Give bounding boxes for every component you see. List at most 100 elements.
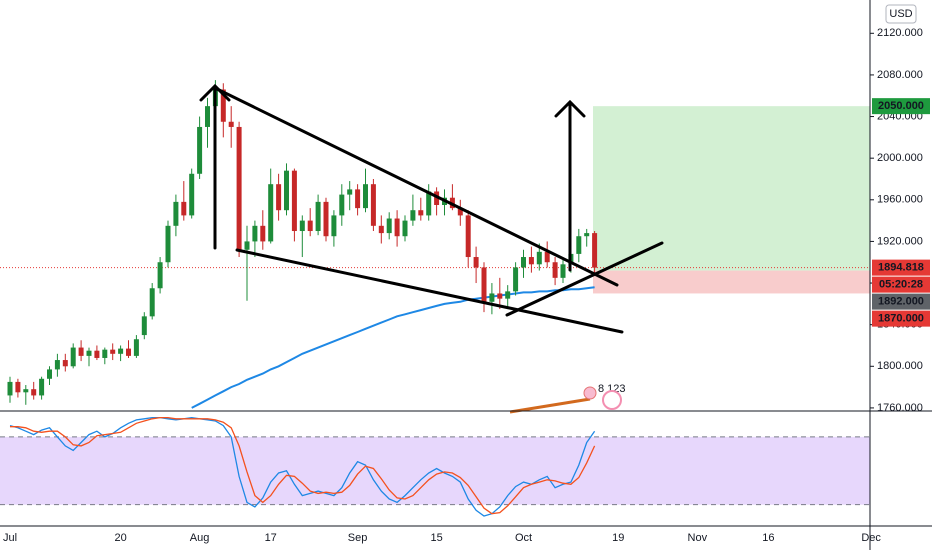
price-badge — [872, 310, 930, 327]
y-tick-label: 1960.000 — [877, 194, 923, 206]
candle-body — [133, 339, 139, 356]
y-tick-label: 1760.000 — [877, 402, 923, 414]
trend-line — [505, 241, 664, 317]
x-tick-label: 17 — [265, 532, 277, 544]
x-tick-label: 19 — [612, 532, 624, 544]
candle-body — [331, 215, 337, 237]
price-badge-label: 1894.818 — [878, 262, 924, 274]
y-tick-label: 2080.000 — [877, 69, 923, 81]
candle-body — [252, 225, 258, 242]
candle-body — [236, 126, 242, 250]
candle-body — [102, 349, 108, 358]
candle-body — [284, 170, 289, 211]
countdown-badge — [872, 276, 930, 293]
candle-body — [31, 389, 37, 396]
candle-body — [78, 347, 84, 356]
x-tick-label: Jul — [3, 532, 17, 544]
candle-body — [94, 350, 100, 358]
candle-body — [505, 291, 511, 299]
price-badge — [872, 98, 930, 115]
candle-body — [157, 262, 163, 289]
candle-body — [307, 220, 313, 232]
candle-body — [394, 218, 400, 237]
candle-body — [465, 215, 471, 258]
y-tick-label: 1920.000 — [877, 235, 923, 247]
volume-line — [509, 397, 591, 414]
trend-line — [235, 248, 624, 334]
candle-body — [592, 233, 598, 268]
candle-body — [23, 389, 29, 393]
x-tick-label: 20 — [114, 532, 126, 544]
event-label: 8 123 — [598, 383, 626, 395]
price-badge-label: 1892.000 — [878, 296, 924, 308]
candle-body — [386, 218, 392, 234]
candle-body — [149, 288, 155, 317]
y-tick-label: 2120.000 — [877, 27, 923, 39]
candle-body — [315, 201, 321, 232]
candle-body — [47, 369, 52, 379]
candle-body — [118, 348, 124, 354]
currency-box — [885, 4, 917, 24]
candle-body — [536, 251, 542, 265]
candle-body — [418, 210, 424, 216]
candle-body — [244, 241, 250, 250]
countdown: 05:20:28 — [879, 279, 923, 291]
candle-body — [426, 191, 432, 216]
candle-body — [197, 126, 203, 174]
y-tick-label: 1800.000 — [877, 360, 923, 372]
arrow-head — [199, 83, 231, 102]
candle-body — [339, 194, 345, 216]
candle-body — [363, 184, 368, 209]
candle-body — [260, 225, 266, 242]
candle-body — [576, 236, 582, 254]
candle-body — [39, 378, 45, 396]
candle-body — [15, 381, 21, 393]
event-icon — [602, 390, 622, 410]
candle-body — [189, 173, 195, 216]
candle-body — [165, 225, 171, 263]
candle-body — [378, 225, 384, 234]
candle-body — [528, 257, 534, 265]
candle-body — [513, 267, 519, 292]
panes — [0, 106, 870, 506]
candle-body — [86, 350, 92, 356]
candle-body — [205, 106, 210, 127]
arrow-head — [554, 99, 586, 118]
candle-body — [54, 360, 60, 370]
x-tick-label: Oct — [515, 532, 532, 544]
candle-body — [544, 251, 550, 263]
price-badge-label: 2050.000 — [878, 100, 924, 112]
candle-body — [220, 89, 226, 122]
event-icon — [583, 386, 597, 400]
candle-body — [355, 189, 361, 209]
candle-body — [370, 184, 376, 226]
candle-body — [291, 170, 297, 232]
candle-body — [7, 381, 13, 396]
candle-body — [228, 121, 234, 127]
candle-body — [181, 201, 187, 216]
candle-body — [299, 220, 305, 232]
candle-body — [481, 267, 487, 302]
candle-body — [457, 208, 463, 216]
candle-body — [497, 293, 503, 299]
candle-body — [268, 184, 274, 242]
stoch-band — [0, 436, 870, 505]
candle-body — [110, 349, 116, 354]
candle-body — [584, 233, 590, 237]
candle-body — [126, 348, 131, 356]
stop-zone — [593, 270, 870, 294]
x-tick-label: Dec — [861, 532, 881, 544]
candle-body — [62, 360, 68, 367]
candle-body — [323, 201, 329, 237]
candle-body — [347, 189, 353, 195]
candle-body — [402, 220, 408, 237]
candle-body — [410, 210, 416, 221]
candle-body — [552, 262, 558, 278]
stoch-line — [10, 416, 596, 515]
candle-body — [489, 293, 495, 302]
candle-body — [276, 184, 282, 211]
x-tick-label: 15 — [430, 532, 442, 544]
stoch-line — [9, 416, 596, 517]
